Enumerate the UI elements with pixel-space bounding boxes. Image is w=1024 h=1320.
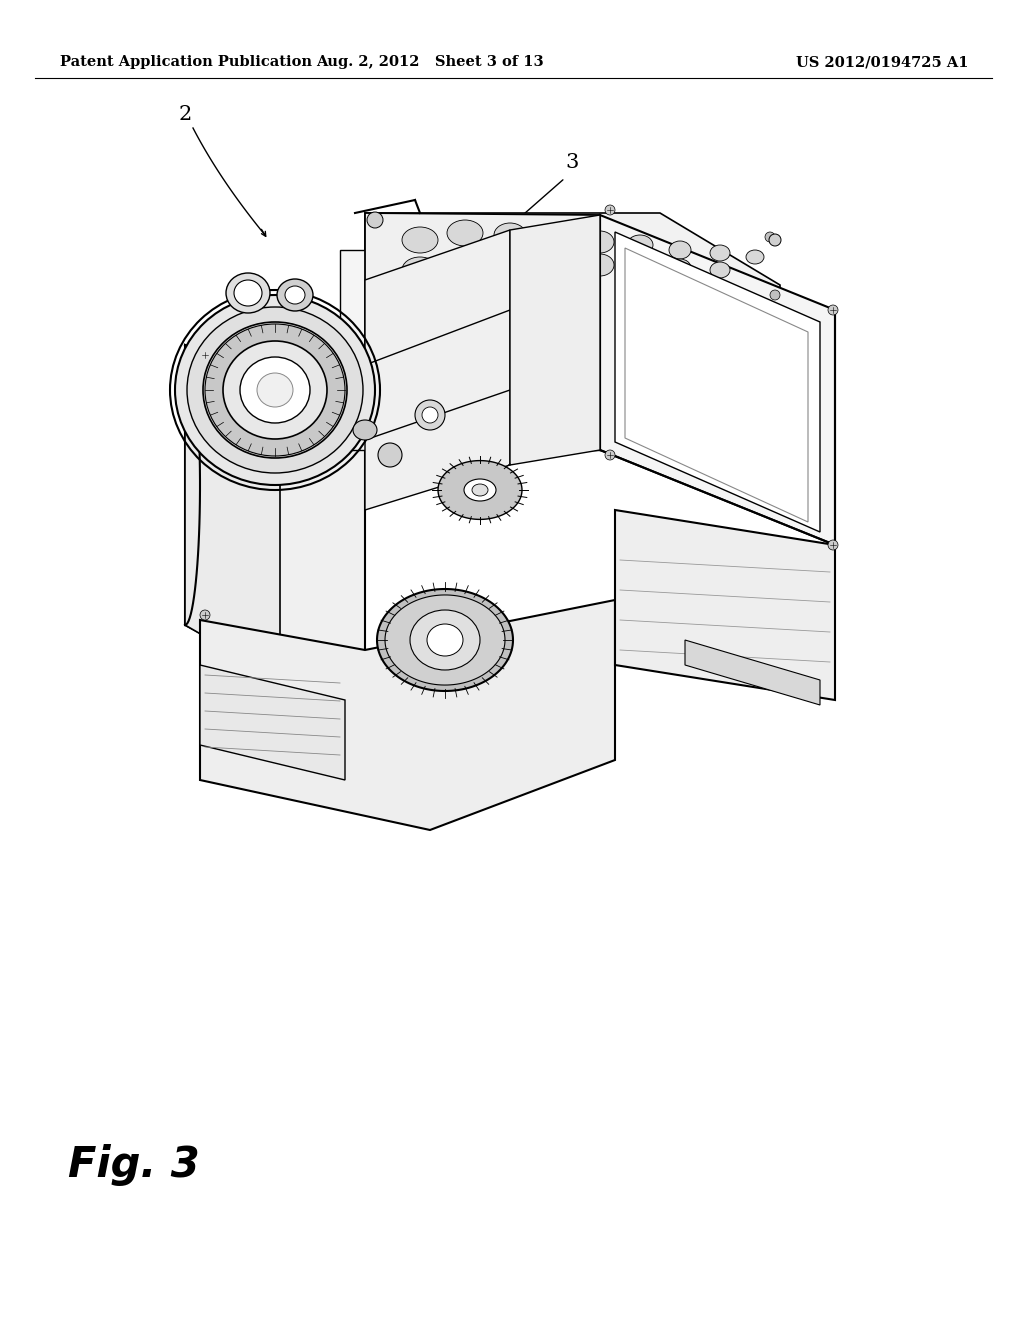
Text: 3: 3 <box>565 153 579 173</box>
Ellipse shape <box>175 294 375 484</box>
Circle shape <box>200 610 210 620</box>
Polygon shape <box>615 232 820 532</box>
Ellipse shape <box>669 259 691 277</box>
Polygon shape <box>185 345 280 680</box>
Ellipse shape <box>540 227 570 249</box>
Circle shape <box>422 407 438 422</box>
Circle shape <box>828 305 838 315</box>
Circle shape <box>770 290 780 300</box>
Ellipse shape <box>187 308 362 473</box>
Ellipse shape <box>586 231 614 253</box>
Polygon shape <box>365 230 510 510</box>
Circle shape <box>767 330 777 341</box>
Ellipse shape <box>494 251 526 275</box>
Ellipse shape <box>240 356 310 422</box>
Circle shape <box>378 444 402 467</box>
Ellipse shape <box>494 223 526 247</box>
Polygon shape <box>600 215 835 545</box>
Ellipse shape <box>746 249 764 264</box>
Ellipse shape <box>586 253 614 276</box>
Polygon shape <box>685 640 820 705</box>
Ellipse shape <box>205 323 345 455</box>
Text: Patent Application Publication: Patent Application Publication <box>60 55 312 69</box>
Polygon shape <box>615 510 835 700</box>
Ellipse shape <box>464 479 496 502</box>
Polygon shape <box>365 213 780 430</box>
Circle shape <box>769 234 781 246</box>
Polygon shape <box>185 345 365 719</box>
Ellipse shape <box>447 220 483 246</box>
Polygon shape <box>365 213 600 450</box>
Ellipse shape <box>710 246 730 261</box>
Ellipse shape <box>402 227 438 253</box>
Ellipse shape <box>285 286 305 304</box>
Text: Fig. 3: Fig. 3 <box>68 1144 200 1185</box>
Ellipse shape <box>203 322 347 458</box>
Circle shape <box>605 450 615 459</box>
Polygon shape <box>625 248 808 521</box>
Polygon shape <box>438 461 522 519</box>
Ellipse shape <box>710 261 730 279</box>
Ellipse shape <box>278 279 313 312</box>
Circle shape <box>415 400 445 430</box>
Ellipse shape <box>226 273 270 313</box>
Ellipse shape <box>402 257 438 282</box>
Circle shape <box>605 205 615 215</box>
Polygon shape <box>510 215 600 465</box>
Circle shape <box>828 540 838 550</box>
Polygon shape <box>200 665 345 780</box>
Polygon shape <box>377 589 513 690</box>
Polygon shape <box>385 595 505 685</box>
Ellipse shape <box>410 610 480 671</box>
Ellipse shape <box>447 249 483 276</box>
Ellipse shape <box>627 256 653 276</box>
Circle shape <box>200 350 210 360</box>
Ellipse shape <box>472 484 488 496</box>
Text: 2: 2 <box>178 106 191 124</box>
Circle shape <box>367 213 383 228</box>
Ellipse shape <box>427 624 463 656</box>
Ellipse shape <box>669 242 691 259</box>
Ellipse shape <box>540 253 570 275</box>
Ellipse shape <box>353 420 377 440</box>
Text: Aug. 2, 2012   Sheet 3 of 13: Aug. 2, 2012 Sheet 3 of 13 <box>316 55 544 69</box>
Polygon shape <box>200 601 615 830</box>
Ellipse shape <box>627 235 653 255</box>
Polygon shape <box>340 249 600 450</box>
Ellipse shape <box>257 374 293 407</box>
Ellipse shape <box>223 341 327 440</box>
Text: US 2012/0194725 A1: US 2012/0194725 A1 <box>796 55 968 69</box>
Circle shape <box>765 232 775 242</box>
Ellipse shape <box>234 280 262 306</box>
